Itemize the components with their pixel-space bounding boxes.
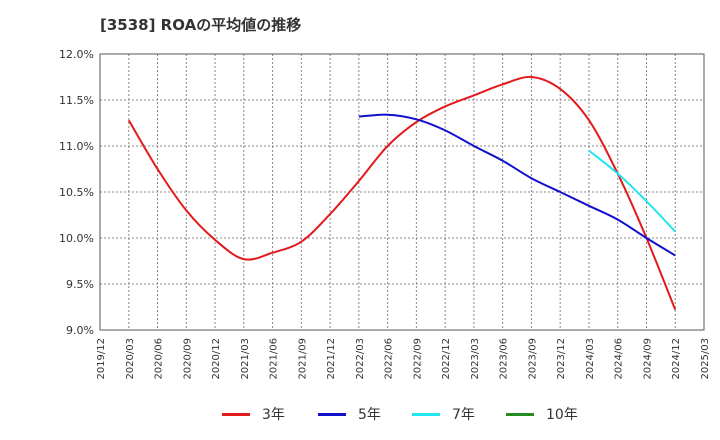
y-tick-label: 11.5%: [59, 94, 94, 107]
x-tick-label: 2023/03: [470, 338, 481, 380]
y-axis: 9.0% 9.5% 10.0% 10.5% 11.0% 11.5% 12.0%: [59, 48, 94, 337]
x-tick-label: 2024/03: [585, 338, 596, 380]
line-chart: 9.0% 9.5% 10.0% 10.5% 11.0% 11.5% 12.0% 2019/1…: [59, 48, 711, 380]
x-tick-label: 2023/09: [527, 338, 538, 380]
x-tick-label: 2019/12: [96, 338, 107, 380]
x-tick-label: 2022/12: [441, 338, 452, 380]
y-tick-label: 11.0%: [59, 140, 94, 153]
x-tick-label: 2020/09: [182, 338, 193, 380]
x-tick-label: 2023/12: [556, 338, 567, 380]
series-line-1: [358, 113, 676, 257]
x-tick-label: 2020/06: [154, 338, 165, 380]
x-tick-label: 2022/03: [355, 338, 366, 380]
legend-swatch-7y: [412, 413, 440, 416]
x-tick-label: 2022/06: [384, 338, 395, 380]
y-tick-label: 9.0%: [66, 324, 94, 337]
legend-label-5y: 5年: [358, 407, 381, 423]
series-line-2: [588, 149, 676, 233]
y-tick-label: 9.5%: [66, 278, 94, 291]
legend-label-7y: 7年: [452, 407, 475, 423]
plot-area-frame: [99, 53, 705, 331]
x-tick-label: 2024/09: [642, 338, 653, 380]
y-tick-label: 10.5%: [59, 186, 94, 199]
y-tick-label: 10.0%: [59, 232, 94, 245]
x-tick-label: 2021/12: [326, 338, 337, 380]
legend: 3年 5年 7年 10年: [0, 400, 720, 430]
legend-label-3y: 3年: [262, 407, 285, 423]
grid: [100, 54, 704, 330]
x-tick-label: 2021/09: [297, 338, 308, 380]
x-tick-label: 2021/06: [269, 338, 280, 380]
y-tick-label: 12.0%: [59, 48, 94, 61]
x-tick-label: 2021/03: [240, 338, 251, 380]
legend-label-10y: 10年: [546, 407, 578, 423]
legend-swatch-5y: [318, 413, 346, 416]
x-tick-label: 2022/09: [412, 338, 423, 380]
series-line-0: [127, 75, 677, 311]
x-axis: 2019/12 2020/03 2020/06 2020/09 2020/12 2021/…: [96, 338, 711, 380]
legend-swatch-10y: [506, 413, 534, 416]
x-tick-label: 2020/12: [211, 338, 222, 380]
series-lines: [127, 75, 677, 311]
x-tick-label: 2024/12: [671, 338, 682, 380]
x-tick-label: 2025/03: [700, 338, 711, 380]
chart-title: [3538] ROAの平均値の推移: [100, 16, 302, 34]
x-tick-label: 2024/06: [614, 338, 625, 380]
x-tick-label: 2020/03: [125, 338, 136, 380]
x-tick-label: 2023/06: [499, 338, 510, 380]
legend-swatch-3y: [222, 413, 250, 416]
